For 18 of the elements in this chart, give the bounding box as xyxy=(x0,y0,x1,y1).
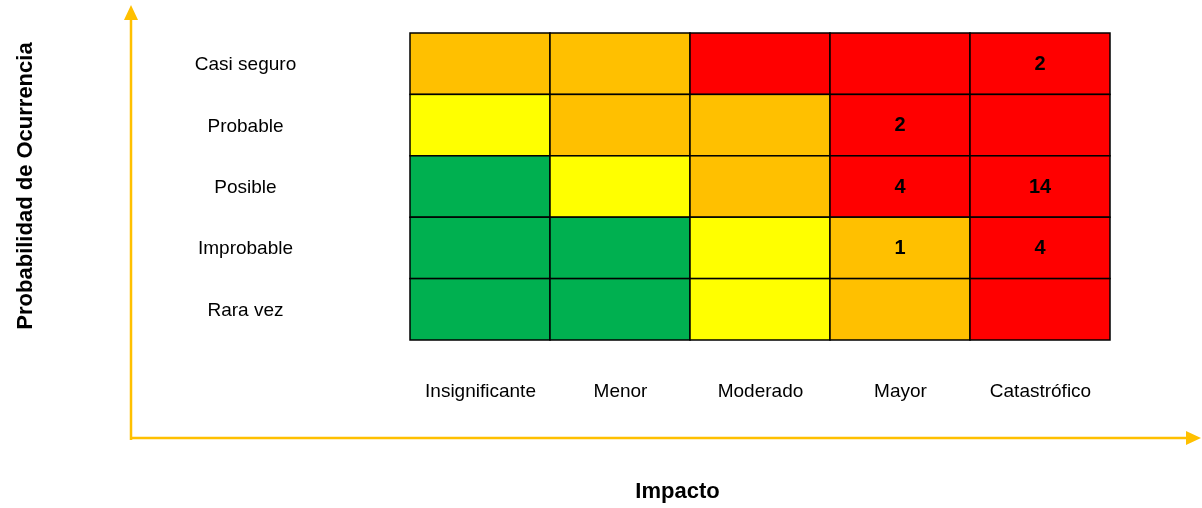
y-tick-label: Casi seguro xyxy=(194,53,297,75)
y-tick-label: Posible xyxy=(214,176,277,197)
x-tick-label: Moderado xyxy=(717,379,804,401)
y-tick-label: Probable xyxy=(207,114,284,136)
data-label: 2 xyxy=(894,113,906,136)
data-label: 4 xyxy=(1034,235,1047,258)
x-tick-label: Catastrófico xyxy=(989,379,1092,401)
y-tick-label: Improbable xyxy=(197,237,294,259)
x-axis-title: Impacto xyxy=(635,477,720,503)
data-label: 2 xyxy=(1034,51,1046,74)
data-label: 4 xyxy=(894,174,907,197)
y-tick-label: Rara vez xyxy=(207,298,284,320)
x-tick-label: Mayor xyxy=(874,379,928,401)
x-tick-label: Insignificante xyxy=(425,379,536,401)
x-tick-label: Menor xyxy=(593,379,649,401)
data-label: 1 xyxy=(894,235,906,258)
text: Probabilidad de Ocurrencia xyxy=(12,42,38,330)
data-label: 14 xyxy=(1028,174,1052,197)
